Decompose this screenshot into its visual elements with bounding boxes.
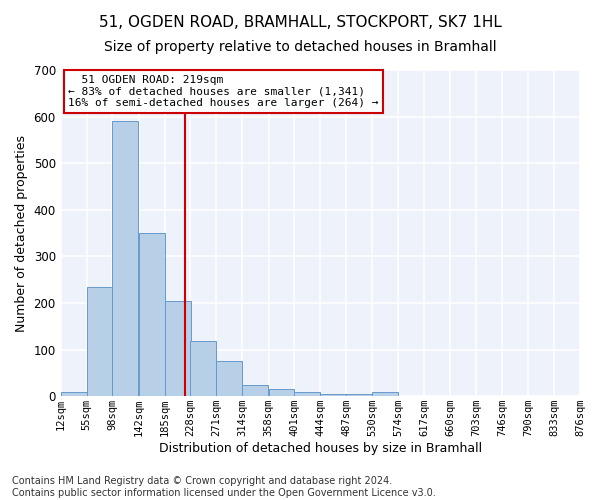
Bar [372,392,398,396]
Bar [320,394,346,396]
Bar [346,394,372,396]
Bar [139,233,164,396]
Y-axis label: Number of detached properties: Number of detached properties [15,134,28,332]
X-axis label: Distribution of detached houses by size in Bramhall: Distribution of detached houses by size … [159,442,482,455]
Bar [164,300,191,396]
Text: 51, OGDEN ROAD, BRAMHALL, STOCKPORT, SK7 1HL: 51, OGDEN ROAD, BRAMHALL, STOCKPORT, SK7… [98,15,502,30]
Bar [190,341,217,396]
Bar [269,389,295,396]
Text: Size of property relative to detached houses in Bramhall: Size of property relative to detached ho… [104,40,496,54]
Bar [61,392,86,396]
Bar [242,384,268,396]
Bar [295,392,320,396]
Text: Contains HM Land Registry data © Crown copyright and database right 2024.
Contai: Contains HM Land Registry data © Crown c… [12,476,436,498]
Bar [86,286,112,396]
Bar [112,122,138,396]
Bar [217,361,242,396]
Text: 51 OGDEN ROAD: 219sqm
← 83% of detached houses are smaller (1,341)
16% of semi-d: 51 OGDEN ROAD: 219sqm ← 83% of detached … [68,75,379,108]
